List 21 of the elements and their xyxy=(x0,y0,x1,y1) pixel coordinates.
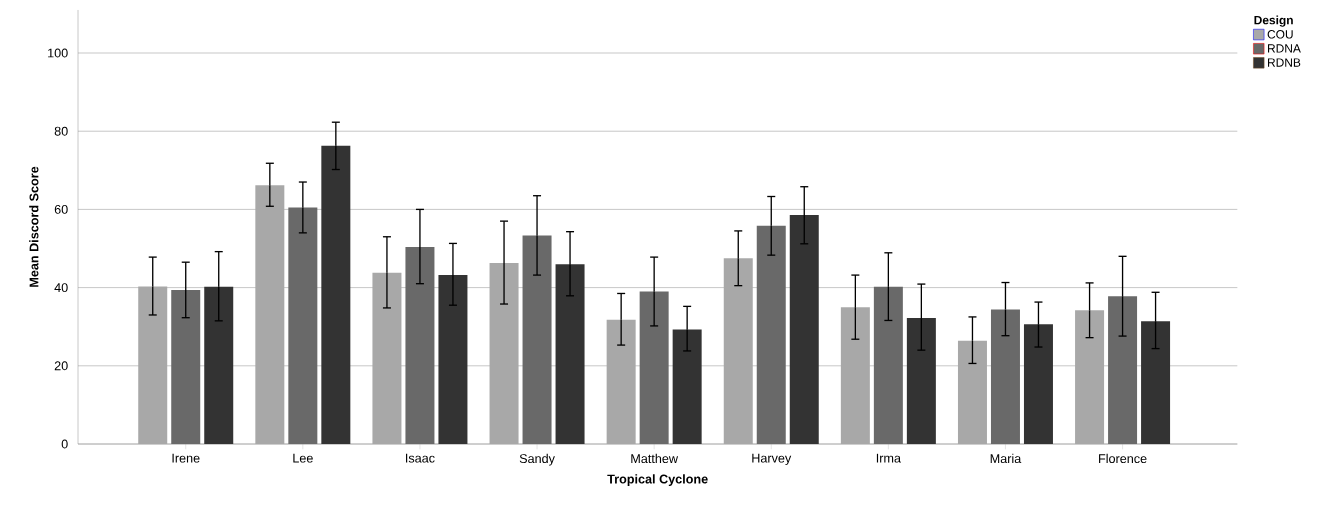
x-tick-label: Harvey xyxy=(752,453,792,466)
y-tick-label: 20 xyxy=(54,361,68,371)
x-tick-label: Florence xyxy=(1099,453,1147,464)
legend-label: COU xyxy=(1267,30,1293,39)
y-tick-label: 60 xyxy=(54,204,68,214)
y-tick-label: 80 xyxy=(54,126,68,136)
x-tick-label: Irma xyxy=(876,453,901,463)
legend-label: RDNA xyxy=(1268,44,1301,53)
x-axis-title: Tropical Cyclone xyxy=(607,474,708,487)
x-tick-label: Irene xyxy=(172,453,200,463)
y-tick-label: 40 xyxy=(54,283,68,293)
x-tick-label: Sandy xyxy=(519,453,555,466)
y-axis-title: Mean Discord Score xyxy=(29,166,39,287)
legend-label: RDNB xyxy=(1268,58,1301,67)
x-tick-label: Maria xyxy=(990,453,1022,464)
legend-title: Design xyxy=(1254,15,1293,27)
x-tick-label: Matthew xyxy=(631,453,679,464)
x-tick-label: Lee xyxy=(293,453,313,463)
y-tick-label: 0 xyxy=(61,439,68,449)
y-tick-label: 100 xyxy=(48,48,68,58)
x-tick-label: Isaac xyxy=(406,453,435,463)
